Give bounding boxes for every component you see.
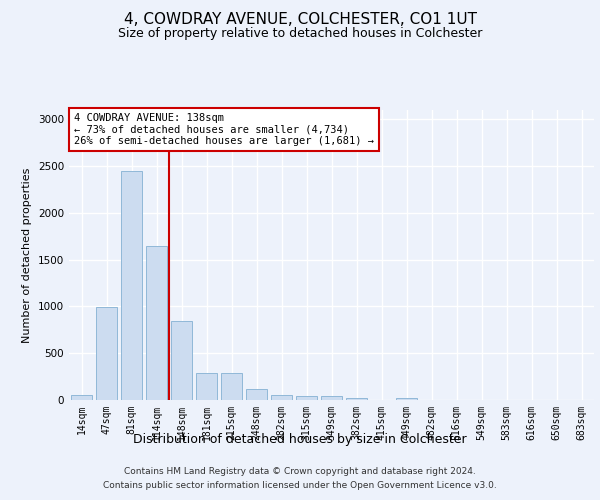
Text: Distribution of detached houses by size in Colchester: Distribution of detached houses by size … <box>133 432 467 446</box>
Bar <box>321 396 342 400</box>
Bar <box>171 322 192 400</box>
Bar <box>246 389 267 400</box>
Bar <box>221 373 242 400</box>
Y-axis label: Number of detached properties: Number of detached properties <box>22 168 32 342</box>
Text: 4, COWDRAY AVENUE, COLCHESTER, CO1 1UT: 4, COWDRAY AVENUE, COLCHESTER, CO1 1UT <box>124 12 476 28</box>
Bar <box>346 398 367 400</box>
Text: Size of property relative to detached houses in Colchester: Size of property relative to detached ho… <box>118 28 482 40</box>
Bar <box>121 171 142 400</box>
Bar <box>396 398 417 400</box>
Bar <box>196 373 217 400</box>
Text: 4 COWDRAY AVENUE: 138sqm
← 73% of detached houses are smaller (4,734)
26% of sem: 4 COWDRAY AVENUE: 138sqm ← 73% of detach… <box>74 113 374 146</box>
Text: Contains public sector information licensed under the Open Government Licence v3: Contains public sector information licen… <box>103 481 497 490</box>
Bar <box>96 307 117 400</box>
Bar <box>146 246 167 400</box>
Text: Contains HM Land Registry data © Crown copyright and database right 2024.: Contains HM Land Registry data © Crown c… <box>124 468 476 476</box>
Bar <box>296 396 317 400</box>
Bar <box>71 395 92 400</box>
Bar <box>271 396 292 400</box>
